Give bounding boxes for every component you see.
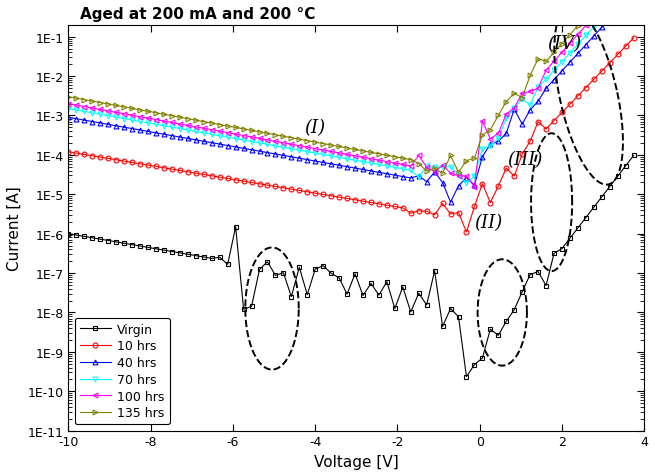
10 hrs bbox=[629, 36, 637, 42]
Legend: Virgin, 10 hrs, 40 hrs, 70 hrs, 100 hrs, 135 hrs: Virgin, 10 hrs, 40 hrs, 70 hrs, 100 hrs,… bbox=[75, 318, 170, 425]
135 hrs bbox=[144, 109, 152, 115]
Virgin bbox=[383, 279, 391, 285]
Line: 10 hrs: 10 hrs bbox=[66, 37, 636, 235]
40 hrs bbox=[255, 149, 263, 155]
Virgin bbox=[200, 255, 208, 260]
Line: 135 hrs: 135 hrs bbox=[66, 0, 636, 176]
Virgin bbox=[65, 231, 73, 237]
Virgin bbox=[462, 374, 470, 380]
100 hrs bbox=[422, 165, 430, 171]
X-axis label: Voltage [V]: Voltage [V] bbox=[314, 454, 399, 469]
40 hrs bbox=[455, 184, 462, 189]
40 hrs bbox=[447, 200, 455, 206]
70 hrs bbox=[255, 141, 263, 147]
135 hrs bbox=[455, 170, 462, 176]
40 hrs bbox=[383, 171, 391, 177]
100 hrs bbox=[447, 171, 455, 177]
Virgin bbox=[629, 153, 637, 159]
135 hrs bbox=[65, 95, 73, 100]
Line: 100 hrs: 100 hrs bbox=[66, 0, 636, 189]
40 hrs bbox=[422, 179, 430, 185]
100 hrs bbox=[200, 126, 208, 132]
Text: (I): (I) bbox=[305, 119, 326, 137]
Line: 70 hrs: 70 hrs bbox=[66, 0, 636, 186]
40 hrs bbox=[144, 129, 152, 135]
Y-axis label: Current [A]: Current [A] bbox=[7, 186, 22, 270]
10 hrs bbox=[447, 212, 455, 218]
Virgin bbox=[255, 267, 263, 273]
70 hrs bbox=[144, 121, 152, 127]
Virgin bbox=[447, 306, 455, 312]
Text: (III): (III) bbox=[507, 150, 542, 169]
40 hrs bbox=[65, 115, 73, 121]
Line: 40 hrs: 40 hrs bbox=[66, 0, 636, 205]
135 hrs bbox=[200, 119, 208, 125]
70 hrs bbox=[65, 107, 73, 112]
135 hrs bbox=[422, 169, 430, 175]
70 hrs bbox=[200, 131, 208, 137]
100 hrs bbox=[65, 101, 73, 107]
10 hrs bbox=[462, 229, 470, 235]
40 hrs bbox=[200, 139, 208, 145]
Virgin bbox=[422, 302, 430, 308]
100 hrs bbox=[470, 184, 478, 190]
Virgin bbox=[144, 245, 152, 251]
70 hrs bbox=[422, 164, 430, 170]
70 hrs bbox=[383, 164, 391, 169]
Text: (IV): (IV) bbox=[547, 35, 581, 52]
135 hrs bbox=[439, 171, 447, 177]
70 hrs bbox=[447, 164, 455, 170]
100 hrs bbox=[383, 159, 391, 165]
10 hrs bbox=[144, 163, 152, 169]
70 hrs bbox=[462, 180, 470, 186]
10 hrs bbox=[200, 172, 208, 178]
Text: Aged at 200 mA and 200 °C: Aged at 200 mA and 200 °C bbox=[80, 7, 315, 22]
100 hrs bbox=[144, 116, 152, 122]
135 hrs bbox=[383, 153, 391, 159]
10 hrs bbox=[255, 181, 263, 187]
10 hrs bbox=[422, 209, 430, 215]
Line: Virgin: Virgin bbox=[66, 154, 636, 379]
135 hrs bbox=[255, 129, 263, 135]
10 hrs bbox=[383, 203, 391, 208]
10 hrs bbox=[65, 149, 73, 155]
Text: (II): (II) bbox=[474, 213, 502, 231]
100 hrs bbox=[255, 136, 263, 142]
